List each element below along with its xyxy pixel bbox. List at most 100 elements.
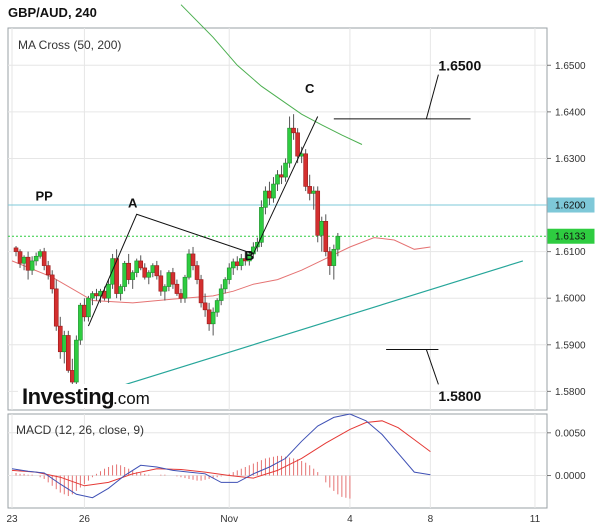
macd-panel-frame <box>7 413 548 509</box>
candle-body <box>13 247 19 252</box>
candle-body <box>66 335 71 371</box>
candle-body <box>218 288 224 301</box>
candle-body <box>70 370 75 383</box>
candle-body <box>291 127 296 134</box>
macd-signal-line <box>11 420 431 487</box>
price-badge <box>547 197 595 213</box>
candle-body <box>210 311 216 325</box>
candle-body <box>17 251 23 264</box>
candle-body <box>61 335 67 353</box>
candle-body <box>154 265 160 277</box>
candle-body <box>283 162 288 178</box>
ma-cross-label: MA Cross (50, 200) <box>18 38 121 52</box>
candle-body <box>94 293 99 297</box>
price-tick-label: 1.6400 <box>555 107 586 118</box>
axis-layer: 1.6500 1.6400 1.6300 1.6100 1.6000 1.5900 1.58… <box>6 61 595 525</box>
x-tick-label: 26 <box>79 514 91 525</box>
macd-layer <box>11 413 431 499</box>
candle-body <box>230 261 236 269</box>
candle-body <box>82 304 87 318</box>
candle-body <box>118 286 123 294</box>
candle-body <box>25 256 31 271</box>
candle-body <box>214 300 220 313</box>
candle-body <box>307 186 312 194</box>
wave-annotation-label: PP <box>36 188 54 203</box>
target-connector-line <box>425 74 439 119</box>
candle-body <box>275 174 280 185</box>
wave-annotation-label: B <box>245 248 254 263</box>
candle-body <box>279 174 284 178</box>
candle-body <box>158 275 164 292</box>
candle-body <box>106 283 111 299</box>
candle-body <box>327 251 333 266</box>
candle-body <box>206 309 212 325</box>
candle-body <box>86 297 91 318</box>
candle-body <box>202 302 208 311</box>
x-tick-label: 11 <box>530 514 541 525</box>
chart-title: GBP/AUD, 240 <box>8 5 97 20</box>
candle-body <box>182 276 188 299</box>
target-level-label: 1.6500 <box>438 57 481 73</box>
x-tick-label: Nov <box>220 514 238 525</box>
candle-body <box>267 190 272 199</box>
price-tick-label: 1.6100 <box>555 247 586 258</box>
candle-body <box>311 190 317 194</box>
logo-main-text: Investing <box>22 384 114 409</box>
ma-fast-line <box>11 237 431 304</box>
wave-annotation-label: C <box>305 81 315 96</box>
candle-body <box>170 272 176 285</box>
candle-body <box>323 221 329 252</box>
target-level-label: 1.5800 <box>438 388 481 404</box>
candle-body <box>226 267 232 280</box>
candle-body <box>41 251 47 266</box>
candle-body <box>335 235 341 250</box>
candle-body <box>166 272 172 287</box>
price-badge-label: 1.6200 <box>555 201 586 212</box>
candle-body <box>74 339 79 383</box>
candle-body <box>57 325 63 353</box>
candle-body <box>90 293 95 299</box>
abc-wave-path <box>87 116 319 327</box>
candle-body <box>130 272 135 280</box>
macd-main-line <box>11 413 431 499</box>
price-tick-label: 1.6300 <box>555 154 586 165</box>
candle-body <box>259 207 264 243</box>
candle-body <box>114 258 119 294</box>
candle-body <box>198 279 204 304</box>
candle-body <box>146 272 152 278</box>
price-panel-frame <box>7 27 548 411</box>
candle-body <box>174 283 180 294</box>
candle-body <box>138 260 144 269</box>
candle-body <box>263 190 268 208</box>
candle-body <box>45 265 51 276</box>
price-grid <box>8 28 547 410</box>
price-tick-label: 1.5800 <box>555 387 586 398</box>
candle-body <box>178 293 184 299</box>
price-tick-label: 1.6500 <box>555 61 586 72</box>
candle-body <box>303 153 308 187</box>
target-connector-line <box>425 349 439 385</box>
price-tick-label: 1.6000 <box>555 294 586 305</box>
macd-label: MACD (12, 26, close, 9) <box>16 423 144 437</box>
candle-body <box>271 183 276 199</box>
candle-body <box>238 258 244 266</box>
candle-body <box>150 265 156 273</box>
price-tick-label: 1.5900 <box>555 340 586 351</box>
investing-logo: Investing .com <box>18 384 150 409</box>
candle-body <box>162 286 168 292</box>
support-trendline <box>88 260 524 397</box>
x-tick-label: 8 <box>428 514 434 525</box>
logo-background <box>18 384 148 408</box>
candle-body <box>186 253 192 278</box>
candle-body <box>49 274 55 290</box>
price-badge <box>547 228 595 244</box>
candle-body <box>331 248 337 266</box>
candle-body <box>21 256 27 264</box>
wave-annotation-label: A <box>128 195 138 210</box>
x-tick-label: 23 <box>6 514 18 525</box>
candle-body <box>234 261 240 266</box>
candle-body <box>142 267 148 278</box>
